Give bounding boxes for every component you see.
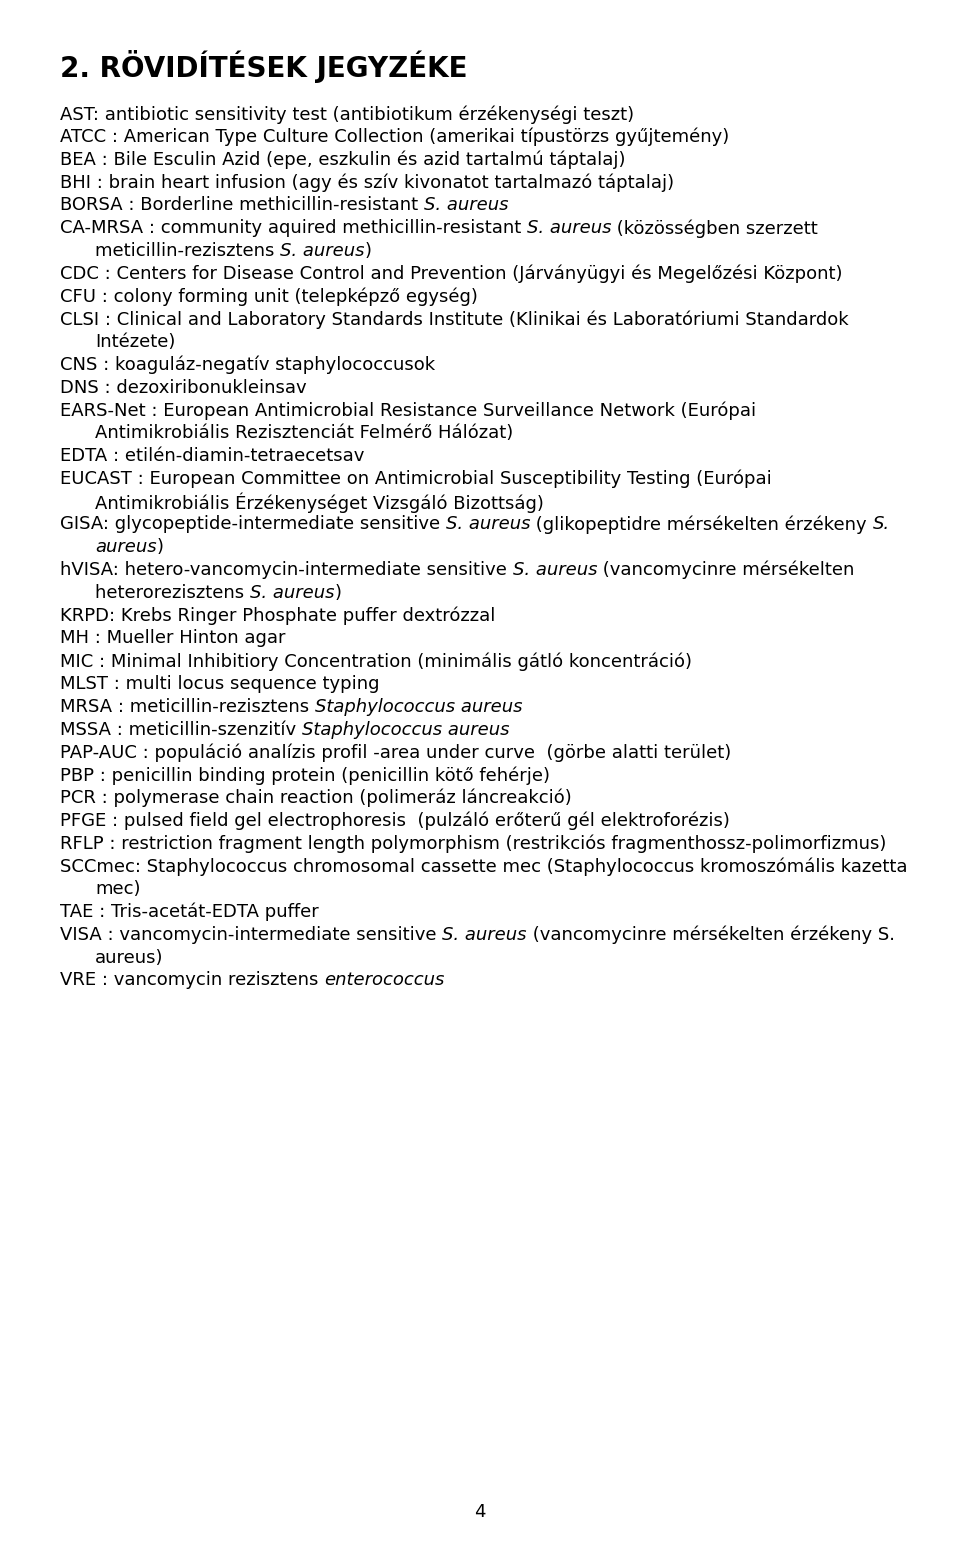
Text: (vancomycinre mérsékelten: (vancomycinre mérsékelten <box>597 561 854 579</box>
Text: S. aureus: S. aureus <box>513 561 597 579</box>
Text: ): ) <box>156 538 163 556</box>
Text: aureus: aureus <box>95 538 156 556</box>
Text: MSSA : meticillin-szenzitív: MSSA : meticillin-szenzitív <box>60 721 301 738</box>
Text: BHI : brain heart infusion (agy és szív kivonatot tartalmazó táptalaj): BHI : brain heart infusion (agy és szív … <box>60 174 674 193</box>
Text: MIC : Minimal Inhibitiory Concentration (minimális gátló koncentráció): MIC : Minimal Inhibitiory Concentration … <box>60 652 692 670</box>
Text: (közösségben szerzett: (közösségben szerzett <box>612 219 818 237</box>
Text: EARS-Net : European Antimicrobial Resistance Surveillance Network (Európai: EARS-Net : European Antimicrobial Resist… <box>60 401 756 419</box>
Text: CA-MRSA : community aquired methicillin-resistant: CA-MRSA : community aquired methicillin-… <box>60 219 527 237</box>
Text: TAE : Tris-acetát-EDTA puffer: TAE : Tris-acetát-EDTA puffer <box>60 903 319 922</box>
Text: Staphylococcus aureus: Staphylococcus aureus <box>315 698 522 717</box>
Text: mec): mec) <box>95 880 140 898</box>
Text: PBP : penicillin binding protein (penicillin kötő fehérje): PBP : penicillin binding protein (penici… <box>60 766 550 784</box>
Text: MH : Mueller Hinton agar: MH : Mueller Hinton agar <box>60 629 285 647</box>
Text: heterorezisztens: heterorezisztens <box>95 584 250 603</box>
Text: CNS : koaguláz-negatív staphylococcusok: CNS : koaguláz-negatív staphylococcusok <box>60 356 435 374</box>
Text: hVISA: hetero-vancomycin-intermediate sensitive: hVISA: hetero-vancomycin-intermediate se… <box>60 561 513 579</box>
Text: enterococcus: enterococcus <box>324 971 444 989</box>
Text: VRE : vancomycin rezisztens: VRE : vancomycin rezisztens <box>60 971 324 989</box>
Text: Antimikrobiális Rezisztenciát Felmérő Hálózat): Antimikrobiális Rezisztenciát Felmérő Há… <box>95 424 514 442</box>
Text: S. aureus: S. aureus <box>250 584 334 603</box>
Text: (glikopeptidre mérsékelten érzékeny: (glikopeptidre mérsékelten érzékeny <box>530 515 873 533</box>
Text: MLST : multi locus sequence typing: MLST : multi locus sequence typing <box>60 675 379 693</box>
Text: S. aureus: S. aureus <box>280 242 365 260</box>
Text: S. aureus: S. aureus <box>445 515 530 533</box>
Text: S.: S. <box>873 515 890 533</box>
Text: EDTA : etilén-diamin-tetraecetsav: EDTA : etilén-diamin-tetraecetsav <box>60 447 365 465</box>
Text: ): ) <box>334 584 342 603</box>
Text: EUCAST : European Committee on Antimicrobial Susceptibility Testing (Európai: EUCAST : European Committee on Antimicro… <box>60 470 772 488</box>
Text: PAP-AUC : populáció analízis profil -area under curve  (görbe alatti terület): PAP-AUC : populáció analízis profil -are… <box>60 743 732 761</box>
Text: Staphylococcus aureus: Staphylococcus aureus <box>301 721 510 738</box>
Text: DNS : dezoxiribonukleinsav: DNS : dezoxiribonukleinsav <box>60 379 306 396</box>
Text: AST: antibiotic sensitivity test (antibiotikum érzékenységi teszt): AST: antibiotic sensitivity test (antibi… <box>60 105 635 123</box>
Text: 4: 4 <box>474 1502 486 1521</box>
Text: (vancomycinre mérsékelten érzékeny S.: (vancomycinre mérsékelten érzékeny S. <box>527 926 895 945</box>
Text: VISA : vancomycin-intermediate sensitive: VISA : vancomycin-intermediate sensitive <box>60 926 443 943</box>
Text: KRPD: Krebs Ringer Phosphate puffer dextrózzal: KRPD: Krebs Ringer Phosphate puffer dext… <box>60 607 495 626</box>
Text: 2. RÖVIDÍTÉSEK JEGYZÉKE: 2. RÖVIDÍTÉSEK JEGYZÉKE <box>60 49 468 83</box>
Text: ATCC : American Type Culture Collection (amerikai típustörzs gyűjtemény): ATCC : American Type Culture Collection … <box>60 128 730 146</box>
Text: PCR : polymerase chain reaction (polimeráz láncreakció): PCR : polymerase chain reaction (polimer… <box>60 789 572 807</box>
Text: GISA: glycopeptide-intermediate sensitive: GISA: glycopeptide-intermediate sensitiv… <box>60 515 445 533</box>
Text: Antimikrobiális Érzékenységet Vizsgáló Bizottság): Antimikrobiális Érzékenységet Vizsgáló B… <box>95 493 544 513</box>
Text: S. aureus: S. aureus <box>443 926 527 943</box>
Text: BEA : Bile Esculin Azid (epe, eszkulin és azid tartalmú táptalaj): BEA : Bile Esculin Azid (epe, eszkulin é… <box>60 151 626 170</box>
Text: aureus): aureus) <box>95 949 163 966</box>
Text: meticillin-rezisztens: meticillin-rezisztens <box>95 242 280 260</box>
Text: SCCmec: Staphylococcus chromosomal cassette mec (Staphylococcus kromoszómális ka: SCCmec: Staphylococcus chromosomal casse… <box>60 857 907 875</box>
Text: Intézete): Intézete) <box>95 333 176 351</box>
Text: PFGE : pulsed field gel electrophoresis  (pulzáló erőterű gél elektroforézis): PFGE : pulsed field gel electrophoresis … <box>60 812 730 831</box>
Text: S. aureus: S. aureus <box>527 219 612 237</box>
Text: CFU : colony forming unit (telepképző egység): CFU : colony forming unit (telepképző eg… <box>60 288 478 307</box>
Text: ): ) <box>365 242 372 260</box>
Text: MRSA : meticillin-rezisztens: MRSA : meticillin-rezisztens <box>60 698 315 717</box>
Text: RFLP : restriction fragment length polymorphism (restrikciós fragmenthossz-polim: RFLP : restriction fragment length polym… <box>60 835 886 854</box>
Text: S. aureus: S. aureus <box>424 196 509 214</box>
Text: CLSI : Clinical and Laboratory Standards Institute (Klinikai és Laboratóriumi St: CLSI : Clinical and Laboratory Standards… <box>60 310 849 328</box>
Text: BORSA : Borderline methicillin-resistant: BORSA : Borderline methicillin-resistant <box>60 196 424 214</box>
Text: CDC : Centers for Disease Control and Prevention (Járványügyi és Megelőzési Közp: CDC : Centers for Disease Control and Pr… <box>60 265 843 284</box>
